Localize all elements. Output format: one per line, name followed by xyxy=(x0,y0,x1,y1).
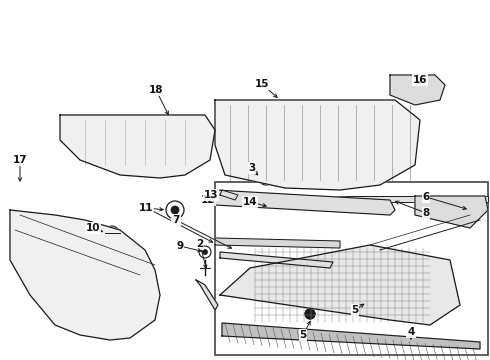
Circle shape xyxy=(360,295,370,305)
Polygon shape xyxy=(60,115,215,178)
Text: 18: 18 xyxy=(149,85,163,95)
Bar xyxy=(215,182,488,355)
Polygon shape xyxy=(415,196,488,228)
Text: 14: 14 xyxy=(243,197,257,207)
Text: 9: 9 xyxy=(176,241,184,251)
Text: 13: 13 xyxy=(204,190,218,200)
Text: 7: 7 xyxy=(172,215,180,225)
Text: 10: 10 xyxy=(86,223,100,233)
Text: 2: 2 xyxy=(196,239,204,249)
Polygon shape xyxy=(215,100,420,190)
Text: 6: 6 xyxy=(422,192,430,202)
Circle shape xyxy=(171,206,179,214)
Text: 4: 4 xyxy=(407,327,415,337)
Text: 8: 8 xyxy=(422,208,430,218)
Bar xyxy=(310,196,488,202)
Circle shape xyxy=(263,175,269,181)
Polygon shape xyxy=(10,210,160,340)
Polygon shape xyxy=(220,252,333,268)
Circle shape xyxy=(305,309,315,319)
Text: 12: 12 xyxy=(201,195,215,205)
Polygon shape xyxy=(215,190,395,215)
Polygon shape xyxy=(222,323,480,349)
Text: 16: 16 xyxy=(413,75,427,85)
Polygon shape xyxy=(215,238,340,248)
Text: 5: 5 xyxy=(351,305,359,315)
Text: 5: 5 xyxy=(299,330,307,340)
Circle shape xyxy=(202,249,207,255)
Text: 15: 15 xyxy=(255,79,269,89)
Polygon shape xyxy=(220,190,238,200)
Text: 3: 3 xyxy=(248,163,256,173)
Polygon shape xyxy=(390,75,445,105)
Circle shape xyxy=(109,230,115,236)
Polygon shape xyxy=(220,245,460,325)
Text: 11: 11 xyxy=(139,203,153,213)
Polygon shape xyxy=(196,280,218,310)
Text: 17: 17 xyxy=(13,155,27,165)
Text: 1: 1 xyxy=(144,203,150,213)
